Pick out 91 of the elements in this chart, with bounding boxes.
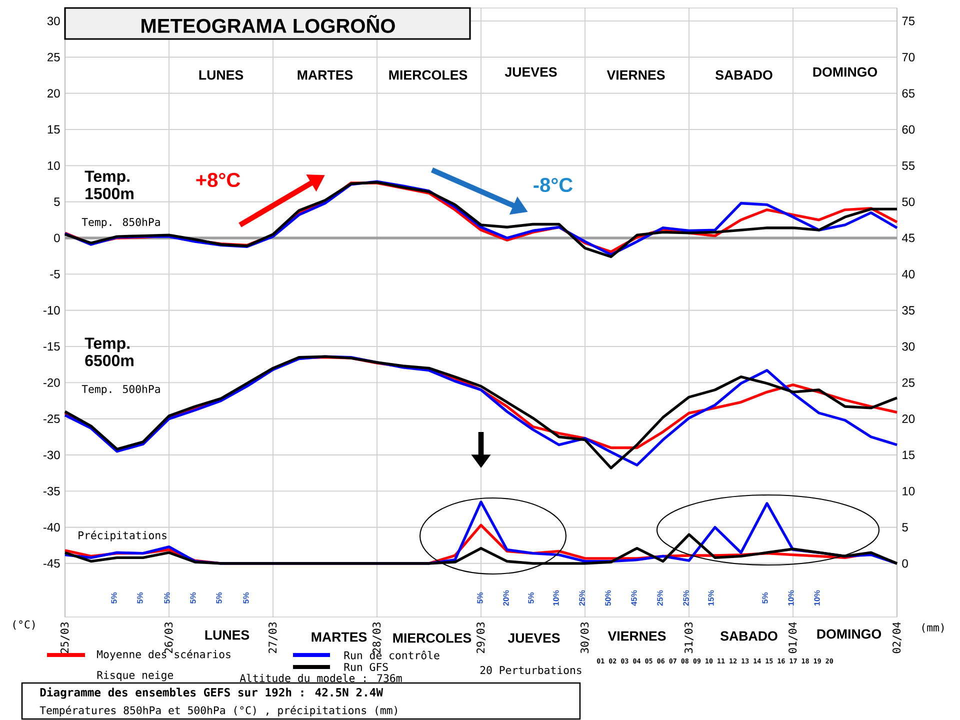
text: JUEVES <box>508 633 560 643</box>
x-tick-label: 29/03 <box>476 622 486 654</box>
text: LUNES <box>205 630 250 640</box>
annotation: Précipitations <box>78 530 166 542</box>
y-tick-label: 0 <box>54 234 60 242</box>
text: MIERCOLES <box>393 633 472 643</box>
annotation: DOMINGO <box>813 67 878 77</box>
text: SABADO <box>720 631 778 641</box>
y2-tick-label: 5 <box>902 523 908 532</box>
annotation: 5% <box>216 592 222 604</box>
y2-tick-label: 0 <box>902 559 908 568</box>
y-tick-label: -5 <box>50 270 60 278</box>
y2-tick-label: 25 <box>902 378 915 387</box>
annotation: 5% <box>243 592 249 604</box>
text: DOMINGO <box>817 629 882 639</box>
y-tick-label: 5 <box>54 198 60 206</box>
annotation: 10% <box>553 590 559 606</box>
text: Diagramme des ensembles GEFS sur 192h : 42.5N 2.4W <box>40 687 384 699</box>
y-tick-label: -25 <box>44 414 60 424</box>
legend-label: Run de contrôle <box>344 650 440 660</box>
annotation: 15% <box>708 590 714 606</box>
annotation: MARTES <box>298 70 353 80</box>
y2-tick-label: 40 <box>902 270 915 278</box>
annotation: 5% <box>762 592 768 604</box>
annotation: 20% <box>503 590 509 606</box>
y2-tick-label: 35 <box>902 306 915 315</box>
y-tick-label: 10 <box>48 161 60 170</box>
y-tick-label: -15 <box>44 342 60 351</box>
text: Risque neige <box>97 670 174 682</box>
text: Températures 850hPa et 500hPa (°C) , précipitations (mm) <box>40 706 397 716</box>
y2-tick-label: 30 <box>902 342 915 351</box>
annotation: VIERNES <box>606 70 665 80</box>
annotation: Temp. 1500m <box>84 170 134 200</box>
y2-tick-label: 10 <box>902 486 915 496</box>
chart-title: METEOGRAMA LOGROÑO <box>142 14 395 33</box>
y-tick-label: -35 <box>44 486 60 496</box>
text: MARTES <box>312 632 367 642</box>
y-tick-label: -40 <box>44 523 60 532</box>
x-tick-label: 02/04 <box>892 622 902 654</box>
y-tick-label: 30 <box>47 16 60 26</box>
x-tick-label: 26/03 <box>164 622 174 654</box>
annotation: 50% <box>605 590 611 606</box>
annotation: 25% <box>579 590 585 606</box>
y2-tick-label: 55 <box>902 161 915 170</box>
annotation: +8°C <box>196 172 240 188</box>
annotation: 5% <box>190 592 196 604</box>
x-tick-label: 30/03 <box>580 622 590 654</box>
y2-tick-label: 75 <box>902 16 915 26</box>
x-tick-label: 31/03 <box>684 622 694 654</box>
annotation: 25% <box>683 590 689 606</box>
y-tick-label: -30 <box>44 450 60 460</box>
annotation: Temp. 500hPa <box>82 384 160 396</box>
annotation: 5% <box>477 592 483 604</box>
text: VIERNES <box>608 631 666 641</box>
y2-axis-title: (mm) <box>922 623 944 633</box>
x-tick-label: 01/04 <box>788 622 798 654</box>
y2-tick-label: 50 <box>902 198 915 206</box>
y-tick-label: -20 <box>44 378 60 387</box>
annotation: -8°C <box>534 178 573 192</box>
y2-tick-label: 45 <box>902 234 915 242</box>
annotation: Temp. 850hPa <box>82 218 160 228</box>
annotation: 5% <box>111 592 117 604</box>
y-tick-label: 15 <box>48 125 60 134</box>
annotation: 10% <box>814 590 820 606</box>
text: 20 Perturbations <box>480 666 582 674</box>
y2-tick-label: 65 <box>902 89 915 98</box>
annotation: SABADO <box>715 70 772 80</box>
x-tick-label: 27/03 <box>268 622 278 654</box>
annotation: 10% <box>788 590 794 606</box>
y-axis-title: (°C) <box>13 620 35 630</box>
y2-tick-label: 70 <box>902 52 915 62</box>
y2-tick-label: 15 <box>902 450 915 460</box>
annotation: 5% <box>137 592 143 604</box>
y-tick-label: -10 <box>44 306 60 315</box>
y2-tick-label: 60 <box>902 125 915 134</box>
annotation: JUEVES <box>504 67 557 77</box>
annotation: 45% <box>631 590 637 606</box>
annotation: 5% <box>528 592 534 604</box>
y-tick-label: -45 <box>44 559 60 568</box>
y-tick-label: 20 <box>48 89 60 98</box>
legend-label: Run GFS <box>344 662 388 672</box>
text: Altitude du modele : 736m <box>240 674 402 682</box>
y2-tick-label: 20 <box>902 414 915 424</box>
annotation: Temp. 6500m <box>84 338 134 366</box>
annotation: 5% <box>164 592 170 604</box>
y-tick-label: 25 <box>48 52 60 62</box>
x-tick-label: 25/03 <box>60 622 70 654</box>
annotation: MIERCOLES <box>389 70 468 80</box>
annotation: 25% <box>657 590 663 606</box>
annotation: LUNES <box>199 70 244 80</box>
x-tick-label: 28/03 <box>372 622 382 654</box>
